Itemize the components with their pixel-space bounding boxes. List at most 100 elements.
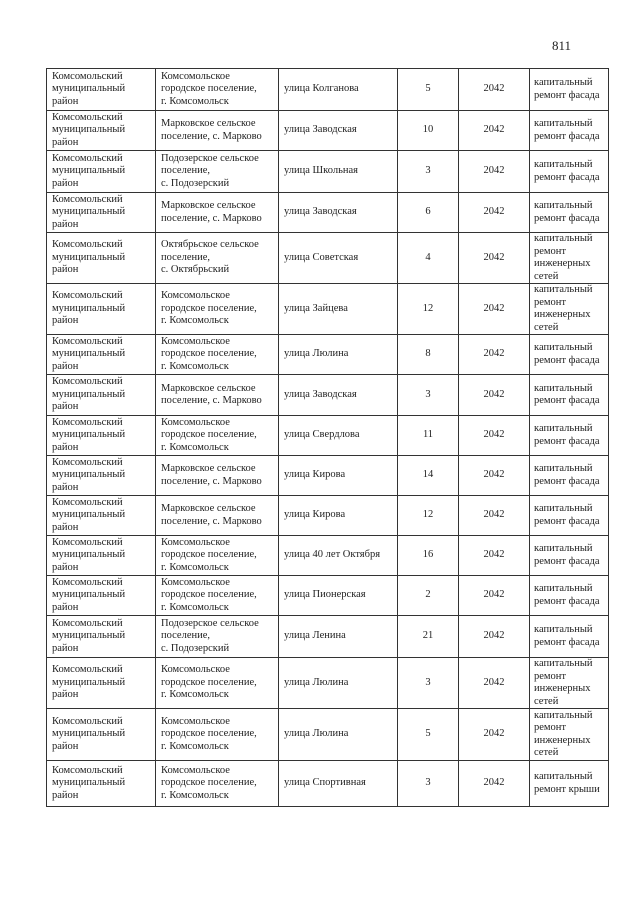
cell-district: Комсомольский муниципальный район	[46, 760, 156, 807]
cell-work: капитальный ремонт фасада	[529, 495, 609, 536]
cell-district: Комсомольский муниципальный район	[46, 657, 156, 709]
table-row: Комсомольский муниципальный район Комсомо…	[46, 68, 609, 111]
cell-house: 8	[397, 334, 459, 375]
cell-street: улица Заводская	[278, 192, 398, 233]
cell-work: капитальный ремонт фасада	[529, 575, 609, 616]
cell-street: улица Кирова	[278, 495, 398, 536]
cell-year: 2042	[458, 192, 530, 233]
cell-house: 21	[397, 615, 459, 658]
cell-house: 4	[397, 232, 459, 284]
cell-house: 6	[397, 192, 459, 233]
table-row: Комсомольский муниципальный район Комсомо…	[46, 575, 609, 616]
cell-year: 2042	[458, 455, 530, 496]
table-row: Комсомольский муниципальный район Марковс…	[46, 110, 609, 151]
cell-work: капитальный ремонт инженерных сетей	[529, 708, 609, 761]
cell-year: 2042	[458, 760, 530, 807]
cell-work: капитальный ремонт фасада	[529, 535, 609, 576]
cell-district: Комсомольский муниципальный район	[46, 575, 156, 616]
cell-house: 16	[397, 535, 459, 576]
table-row: Комсомольский муниципальный район Комсомо…	[46, 415, 609, 456]
cell-settlement: Комсомольское городское поселение, г. Ко…	[155, 334, 279, 375]
cell-year: 2042	[458, 232, 530, 284]
table-row: Комсомольский муниципальный район Подозер…	[46, 150, 609, 193]
cell-district: Комсомольский муниципальный район	[46, 110, 156, 151]
cell-settlement: Марковское сельское поселение, с. Марков…	[155, 192, 279, 233]
cell-district: Комсомольский муниципальный район	[46, 150, 156, 193]
cell-district: Комсомольский муниципальный район	[46, 415, 156, 456]
cell-street: улица Люлина	[278, 657, 398, 709]
cell-year: 2042	[458, 615, 530, 658]
cell-year: 2042	[458, 150, 530, 193]
cell-year: 2042	[458, 708, 530, 761]
cell-work: капитальный ремонт фасада	[529, 150, 609, 193]
cell-house: 3	[397, 150, 459, 193]
cell-settlement: Комсомольское городское поселение, г. Ко…	[155, 708, 279, 761]
cell-settlement: Марковское сельское поселение, с. Марков…	[155, 110, 279, 151]
table-row: Комсомольский муниципальный район Комсомо…	[46, 334, 609, 375]
cell-settlement: Комсомольское городское поселение, г. Ко…	[155, 760, 279, 807]
cell-settlement: Марковское сельское поселение, с. Марков…	[155, 374, 279, 416]
cell-work: капитальный ремонт фасада	[529, 415, 609, 456]
cell-year: 2042	[458, 495, 530, 536]
cell-street: улица Советская	[278, 232, 398, 284]
cell-settlement: Комсомольское городское поселение, г. Ко…	[155, 283, 279, 335]
table-row: Комсомольский муниципальный район Марковс…	[46, 455, 609, 496]
cell-district: Комсомольский муниципальный район	[46, 374, 156, 416]
table-row: Комсомольский муниципальный район Комсомо…	[46, 657, 609, 709]
table-row: Комсомольский муниципальный район Комсомо…	[46, 760, 609, 807]
cell-settlement: Комсомольское городское поселение, г. Ко…	[155, 575, 279, 616]
table-row: Комсомольский муниципальный район Марковс…	[46, 192, 609, 233]
cell-work: капитальный ремонт инженерных сетей	[529, 283, 609, 335]
cell-house: 14	[397, 455, 459, 496]
cell-settlement: Комсомольское городское поселение, г. Ко…	[155, 68, 279, 111]
cell-year: 2042	[458, 415, 530, 456]
cell-house: 12	[397, 495, 459, 536]
cell-work: капитальный ремонт фасада	[529, 192, 609, 233]
table-row: Комсомольский муниципальный район Комсомо…	[46, 535, 609, 576]
cell-house: 12	[397, 283, 459, 335]
cell-year: 2042	[458, 68, 530, 111]
cell-year: 2042	[458, 535, 530, 576]
cell-work: капитальный ремонт фасада	[529, 334, 609, 375]
cell-house: 10	[397, 110, 459, 151]
table-row: Комсомольский муниципальный район Марковс…	[46, 374, 609, 416]
cell-district: Комсомольский муниципальный район	[46, 535, 156, 576]
cell-district: Комсомольский муниципальный район	[46, 708, 156, 761]
cell-work: капитальный ремонт фасада	[529, 110, 609, 151]
cell-street: улица Люлина	[278, 708, 398, 761]
cell-year: 2042	[458, 657, 530, 709]
table-row: Комсомольский муниципальный район Комсомо…	[46, 708, 609, 761]
cell-street: улица Зайцева	[278, 283, 398, 335]
cell-settlement: Подозерское сельское поселение, с. Подоз…	[155, 150, 279, 193]
cell-house: 5	[397, 708, 459, 761]
cell-work: капитальный ремонт фасада	[529, 455, 609, 496]
cell-settlement: Подозерское сельское поселение, с. Подоз…	[155, 615, 279, 658]
cell-street: улица 40 лет Октября	[278, 535, 398, 576]
cell-street: улица Пионерская	[278, 575, 398, 616]
page-number: 811	[552, 38, 572, 53]
cell-street: улица Люлина	[278, 334, 398, 375]
cell-house: 3	[397, 657, 459, 709]
cell-street: улица Колганова	[278, 68, 398, 111]
cell-house: 2	[397, 575, 459, 616]
cell-house: 11	[397, 415, 459, 456]
cell-work: капитальный ремонт фасада	[529, 374, 609, 416]
cell-district: Комсомольский муниципальный район	[46, 283, 156, 335]
cell-district: Комсомольский муниципальный район	[46, 615, 156, 658]
cell-year: 2042	[458, 575, 530, 616]
table-row: Комсомольский муниципальный район Подозер…	[46, 615, 609, 658]
cell-work: капитальный ремонт фасада	[529, 68, 609, 111]
table-row: Комсомольский муниципальный район Октябрь…	[46, 232, 609, 284]
table-row: Комсомольский муниципальный район Комсомо…	[46, 283, 609, 335]
buildings-table: Комсомольский муниципальный район Комсомо…	[46, 68, 609, 807]
cell-district: Комсомольский муниципальный район	[46, 495, 156, 536]
cell-street: улица Заводская	[278, 374, 398, 416]
cell-district: Комсомольский муниципальный район	[46, 455, 156, 496]
cell-year: 2042	[458, 374, 530, 416]
cell-settlement: Марковское сельское поселение, с. Марков…	[155, 455, 279, 496]
cell-year: 2042	[458, 334, 530, 375]
cell-house: 5	[397, 68, 459, 111]
cell-house: 3	[397, 374, 459, 416]
cell-settlement: Комсомольское городское поселение, г. Ко…	[155, 657, 279, 709]
table-row: Комсомольский муниципальный район Марковс…	[46, 495, 609, 536]
